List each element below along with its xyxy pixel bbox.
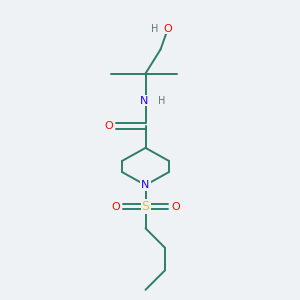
Text: N: N (140, 95, 148, 106)
Text: S: S (142, 200, 149, 213)
Text: O: O (171, 202, 180, 212)
Text: N: N (141, 180, 150, 190)
Text: O: O (111, 202, 120, 212)
Text: O: O (104, 121, 113, 131)
Text: O: O (164, 23, 172, 34)
Text: H: H (158, 95, 166, 106)
Text: H: H (151, 23, 158, 34)
